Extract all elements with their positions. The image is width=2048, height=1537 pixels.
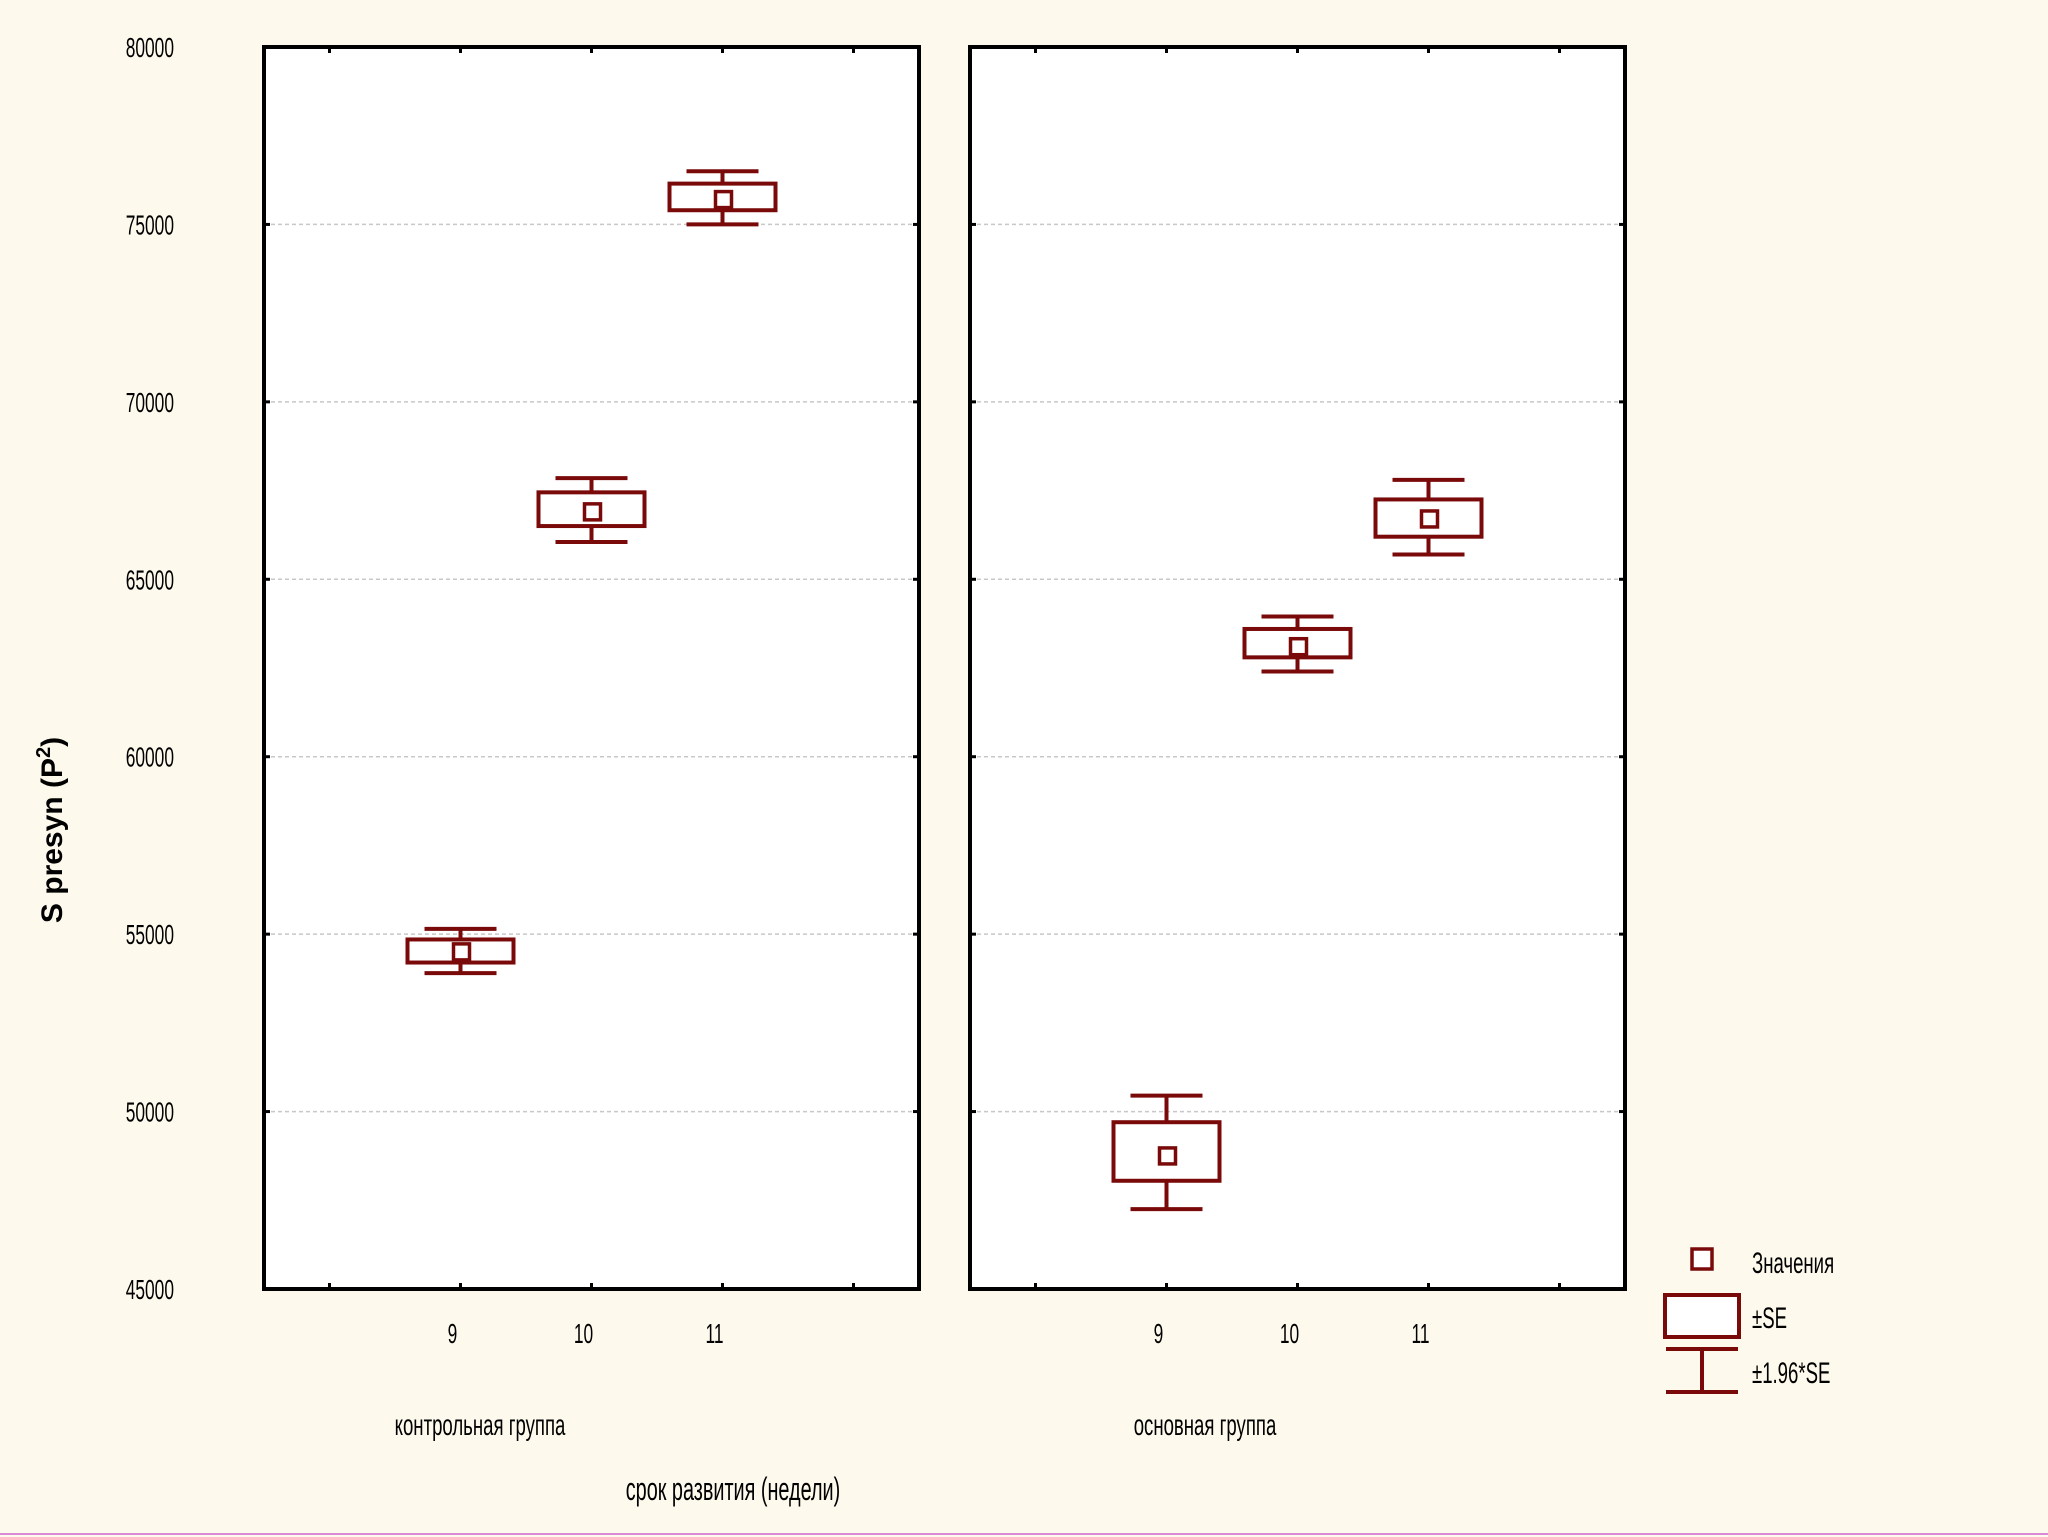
y-tick-label: 75000 xyxy=(126,209,174,240)
legend-marker-se-box xyxy=(1663,1293,1741,1339)
mean-marker xyxy=(451,942,472,962)
bottom-divider xyxy=(0,1533,2048,1535)
y-tick-label: 50000 xyxy=(126,1096,174,1127)
y-tick-label: 80000 xyxy=(126,32,174,63)
plot-area xyxy=(264,47,919,1289)
x-tick-label: 11 xyxy=(1411,1318,1429,1349)
y-axis-title-superscript: 2 xyxy=(33,747,55,758)
y-tick-label: 60000 xyxy=(126,741,174,772)
x-tick-label: 10 xyxy=(574,1318,593,1349)
y-tick-label: 65000 xyxy=(126,564,174,595)
mean-marker xyxy=(713,189,734,210)
y-axis-title-text: S presyn (P xyxy=(36,758,69,923)
legend-label: ±1.96*SE xyxy=(1752,1357,1830,1391)
legend-label: ±SE xyxy=(1752,1302,1787,1336)
x-tick-label: 11 xyxy=(705,1318,723,1349)
mean-marker xyxy=(1157,1146,1178,1166)
mean-marker xyxy=(1419,509,1440,529)
legend-marker-mean xyxy=(1690,1247,1714,1271)
y-tick-label: 70000 xyxy=(126,387,174,418)
plot-frame xyxy=(968,45,1627,1291)
y-tick-label: 45000 xyxy=(126,1274,174,1305)
y-axis-title-end: ) xyxy=(36,737,69,747)
legend-label: Значения xyxy=(1752,1247,1834,1281)
x-tick-label: 10 xyxy=(1280,1318,1299,1349)
panel-group-label: основная группа xyxy=(1134,1409,1277,1443)
x-axis-title: срок развития (недели) xyxy=(626,1471,840,1507)
y-tick-label: 55000 xyxy=(126,919,174,950)
svg-text:S presyn (P2): S presyn (P2) xyxy=(33,737,69,923)
x-tick-label: 9 xyxy=(448,1318,458,1349)
plot-frame xyxy=(262,45,921,1291)
y-axis-title: S presyn (P2) xyxy=(33,737,69,923)
mean-marker xyxy=(582,502,603,522)
legend: Значения ±SE ±1.96*SE xyxy=(1663,1247,1834,1394)
mean-marker xyxy=(1288,636,1309,657)
x-tick-label: 9 xyxy=(1154,1318,1164,1349)
panel-group-label: контрольная группа xyxy=(395,1409,566,1443)
